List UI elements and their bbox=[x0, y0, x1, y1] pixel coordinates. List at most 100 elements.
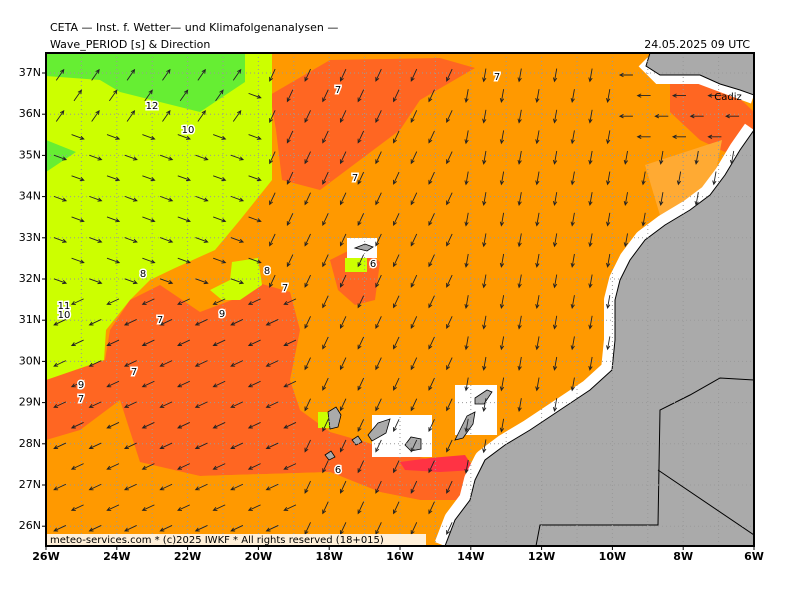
lat-label: 30N bbox=[19, 354, 41, 367]
wave-arrow bbox=[177, 134, 191, 140]
wave-arrow bbox=[248, 134, 262, 140]
wave-arrow bbox=[322, 295, 329, 309]
wave-arrow bbox=[375, 398, 382, 412]
wave-arrow bbox=[109, 89, 118, 102]
wave-arrow bbox=[339, 68, 347, 82]
lat-label: 31N bbox=[19, 313, 41, 326]
wave-arrow bbox=[552, 68, 558, 83]
wave-arrow bbox=[517, 233, 522, 248]
region-green bbox=[46, 53, 245, 112]
wave-arrow bbox=[248, 216, 262, 223]
wave-arrow bbox=[123, 442, 137, 450]
wave-arrow bbox=[53, 442, 67, 450]
wave-arrow bbox=[304, 274, 311, 288]
wave-arrow bbox=[212, 380, 226, 388]
wave-arrow bbox=[482, 356, 487, 371]
wave-arrow bbox=[375, 357, 382, 371]
wave-arrow bbox=[230, 154, 245, 161]
wave-arrow bbox=[53, 525, 67, 532]
wave-arrow bbox=[304, 398, 311, 412]
wave-arrow bbox=[53, 319, 67, 326]
wave-arrow bbox=[517, 150, 522, 165]
wave-arrow bbox=[636, 134, 651, 139]
lat-label: 26N bbox=[19, 519, 41, 532]
wave-arrow bbox=[106, 422, 120, 429]
wave-arrow bbox=[393, 171, 400, 185]
wave-arrow bbox=[194, 525, 208, 532]
wave-arrow bbox=[230, 483, 244, 491]
wave-arrow bbox=[123, 483, 137, 491]
wave-arrow bbox=[517, 356, 522, 371]
wave-arrow bbox=[428, 501, 435, 515]
wave-arrow bbox=[322, 171, 329, 185]
wave-arrow bbox=[339, 274, 347, 288]
wave-arrow bbox=[88, 525, 102, 532]
wave-direction-arrows bbox=[53, 68, 740, 536]
wave-arrow bbox=[194, 319, 208, 326]
wave-arrow bbox=[304, 480, 311, 494]
wave-arrow bbox=[410, 274, 418, 288]
contour-label: 9 bbox=[219, 309, 225, 320]
wave-arrow bbox=[141, 422, 155, 429]
wave-arrow bbox=[517, 68, 522, 83]
wave-arrow bbox=[232, 68, 242, 81]
wave-arrow bbox=[141, 339, 155, 347]
wave-arrow bbox=[535, 171, 540, 186]
contour-label: 10 bbox=[58, 310, 71, 321]
wave-arrow bbox=[676, 171, 682, 186]
wave-arrow bbox=[159, 319, 173, 326]
wave-arrow bbox=[375, 480, 382, 494]
wave-arrow bbox=[428, 295, 435, 309]
wave-arrow bbox=[428, 336, 435, 350]
wave-arrow bbox=[269, 233, 276, 247]
wave-arrow bbox=[446, 151, 453, 165]
wave-arrow bbox=[70, 422, 84, 429]
wave-arrow bbox=[499, 253, 505, 268]
wave-arrow bbox=[53, 195, 68, 202]
wave-arrow bbox=[142, 257, 156, 264]
wave-arrow bbox=[446, 480, 453, 494]
wave-arrow bbox=[269, 192, 276, 206]
wave-arrow bbox=[499, 212, 505, 227]
wave-arrow bbox=[428, 171, 435, 185]
wave-arrow bbox=[623, 150, 628, 165]
wave-arrow bbox=[304, 233, 311, 247]
wave-arrow bbox=[71, 175, 85, 182]
wave-arrow bbox=[248, 92, 262, 99]
wave-arrow bbox=[446, 68, 453, 82]
place-label: Cadiz bbox=[714, 92, 742, 103]
wave-arrow bbox=[729, 150, 735, 165]
wave-arrow bbox=[89, 195, 103, 202]
contour-label: 7 bbox=[335, 85, 341, 96]
wave-arrow bbox=[286, 130, 294, 144]
wave-arrow bbox=[606, 295, 611, 310]
wave-arrow bbox=[159, 525, 173, 532]
wave-arrow bbox=[230, 525, 244, 532]
lon-label: 12W bbox=[528, 550, 555, 563]
wave-arrow bbox=[195, 154, 209, 161]
wave-arrow bbox=[375, 110, 382, 124]
wave-arrow bbox=[606, 336, 611, 351]
wave-arrow bbox=[213, 216, 227, 223]
lat-label: 37N bbox=[19, 66, 41, 79]
wave-arrow bbox=[247, 422, 261, 429]
wave-arrow bbox=[393, 377, 400, 391]
lon-label: 8W bbox=[673, 550, 693, 563]
wave-arrow bbox=[265, 442, 279, 450]
wave-arrow bbox=[671, 93, 686, 98]
wave-arrow bbox=[269, 151, 276, 165]
lat-label: 34N bbox=[19, 190, 41, 203]
wave-arrow bbox=[177, 257, 191, 264]
wave-arrow bbox=[265, 525, 279, 532]
lon-label: 26W bbox=[32, 550, 59, 563]
wave-arrow bbox=[124, 237, 138, 243]
wave-arrow bbox=[248, 257, 262, 264]
wave-arrow bbox=[535, 212, 540, 227]
wave-arrow bbox=[606, 130, 611, 145]
wave-arrow bbox=[286, 254, 294, 268]
footer: meteo-services.com * (c)2025 IWKF * All … bbox=[50, 535, 384, 546]
wave-arrow bbox=[141, 298, 155, 305]
wave-arrow bbox=[230, 401, 244, 408]
wave-arrow bbox=[230, 237, 245, 243]
